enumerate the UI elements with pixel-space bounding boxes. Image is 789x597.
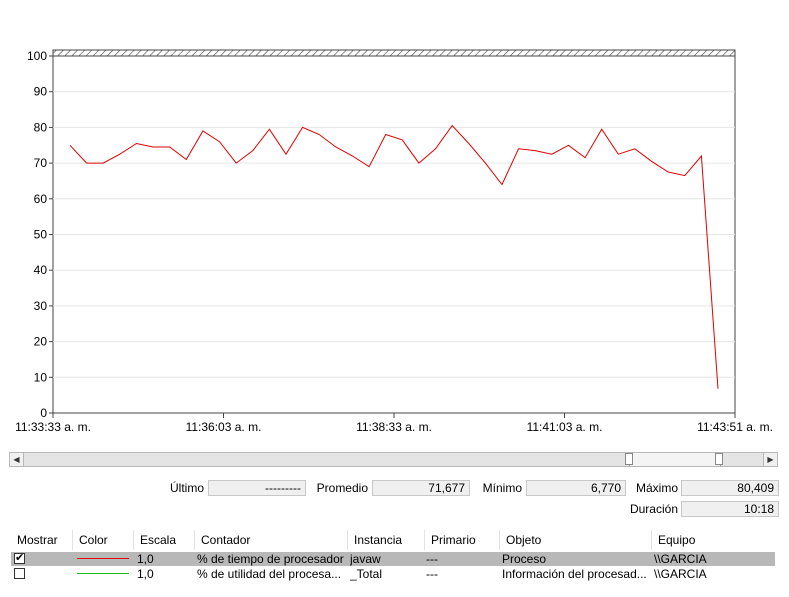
objeto-cell: Proceso: [502, 552, 547, 566]
primario-cell: ---: [426, 567, 438, 581]
y-tick-label: 90: [34, 85, 48, 99]
col-instancia[interactable]: Instancia: [348, 530, 425, 550]
scroll-end-handle[interactable]: [715, 453, 723, 465]
time-scrollbar[interactable]: ◀ ▶: [9, 452, 778, 467]
time-window-hatch: [52, 49, 736, 57]
instancia-cell: javaw: [350, 552, 381, 566]
y-tick-label: 0: [40, 406, 47, 420]
y-tick-label: 50: [34, 228, 48, 242]
x-tick-label: 11:36:03 a. m.: [186, 420, 262, 434]
x-tick-label: 11:43:51 a. m.: [697, 420, 773, 434]
y-tick-label: 40: [34, 263, 48, 277]
equipo-cell: \\GARCIA: [654, 567, 707, 581]
col-primario[interactable]: Primario: [425, 530, 500, 550]
col-contador[interactable]: Contador: [195, 530, 348, 550]
scroll-left-arrow-icon[interactable]: ◀: [10, 453, 24, 466]
ultimo-value: ---------: [208, 480, 306, 496]
y-gridlines: [53, 91, 735, 378]
color-swatch: [77, 558, 129, 559]
y-tick-label: 100: [27, 49, 47, 63]
y-tick-label: 60: [34, 192, 48, 206]
x-tick-label: 11:38:33 a. m.: [356, 420, 432, 434]
scroll-track[interactable]: [24, 453, 763, 466]
x-tick-label: 11:41:03 a. m.: [527, 420, 603, 434]
series-lines: [69, 124, 719, 389]
y-tick-label: 70: [34, 156, 48, 170]
col-escala[interactable]: Escala: [134, 530, 195, 550]
maximo-value: 80,409: [681, 480, 779, 496]
plot-area: [52, 49, 736, 414]
duracion-label: Duración: [629, 502, 678, 516]
scroll-right-arrow-icon[interactable]: ▶: [763, 453, 777, 466]
table-row[interactable]: 1,0 % de utilidad del procesa... _Total …: [11, 567, 775, 581]
minimo-label: Mínimo: [482, 481, 522, 495]
x-tick-label: 11:33:33 a. m.: [15, 420, 91, 434]
primario-cell: ---: [426, 552, 438, 566]
y-tick-label: 30: [34, 299, 48, 313]
scroll-start-handle[interactable]: [625, 453, 633, 465]
contador-cell: % de utilidad del procesa...: [197, 567, 342, 581]
col-objeto[interactable]: Objeto: [500, 530, 652, 550]
show-checkbox[interactable]: ✔: [14, 552, 25, 564]
y-tick-label: 80: [34, 120, 48, 134]
y-tick-label: 20: [34, 335, 48, 349]
escala-cell: 1,0: [137, 567, 154, 581]
col-mostrar[interactable]: Mostrar: [11, 530, 73, 550]
promedio-value: 71,677: [372, 480, 470, 496]
col-equipo[interactable]: Equipo: [658, 533, 696, 547]
promedio-label: Promedio: [316, 481, 368, 495]
col-color[interactable]: Color: [73, 530, 134, 550]
scroll-window[interactable]: [629, 453, 721, 466]
escala-cell: 1,0: [137, 552, 154, 566]
contador-cell: % de tiempo de procesador: [197, 552, 344, 566]
show-checkbox[interactable]: [14, 568, 25, 579]
instancia-cell: _Total: [350, 567, 383, 581]
series-line-processor-time: [69, 124, 719, 389]
duracion-value: 10:18: [681, 501, 779, 517]
y-tick-label: 10: [34, 370, 48, 384]
minimo-value: 6,770: [526, 480, 626, 496]
color-swatch: [77, 573, 129, 574]
x-axis-ticks: 11:33:33 a. m. 11:36:03 a. m. 11:38:33 a. …: [15, 413, 773, 434]
objeto-cell: Información del procesad...: [502, 567, 647, 581]
maximo-label: Máximo: [635, 481, 678, 495]
equipo-cell: \\GARCIA: [654, 552, 707, 566]
ultimo-label: Último: [169, 481, 204, 495]
table-row[interactable]: ✔ 1,0 % de tiempo de procesador javaw --…: [11, 552, 775, 566]
